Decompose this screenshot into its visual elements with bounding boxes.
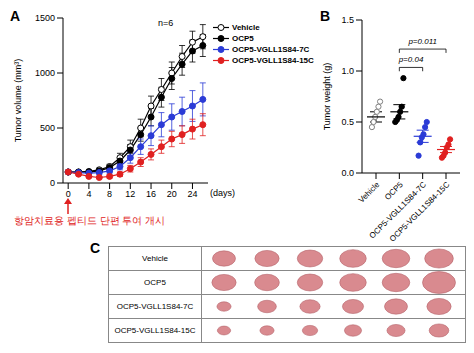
svg-text:0.0: 0.0 bbox=[341, 168, 354, 178]
html-text:Vehicle: Vehicle bbox=[142, 254, 168, 263]
svg-text:Vehicle: Vehicle bbox=[357, 180, 382, 205]
svg-text:500: 500 bbox=[40, 123, 55, 133]
html-text:항암치료용 펩티드 단편 투여 개시: 항암치료용 펩티드 단편 투여 개시 bbox=[14, 215, 166, 226]
svg-text:1500: 1500 bbox=[35, 13, 55, 23]
svg-text:24: 24 bbox=[187, 189, 197, 199]
html-text:OCP5-VGLL1S84-15C: OCP5-VGLL1S84-15C bbox=[114, 326, 196, 335]
html-text:n=6: n=6 bbox=[158, 18, 174, 28]
html-text:OCP5: OCP5 bbox=[144, 278, 166, 287]
svg-text:20: 20 bbox=[167, 189, 177, 199]
svg-text:1.0: 1.0 bbox=[341, 66, 354, 76]
html-text:A: A bbox=[10, 8, 21, 24]
svg-text:12: 12 bbox=[125, 189, 135, 199]
svg-text:Tumor volume (mm³): Tumor volume (mm³) bbox=[13, 59, 23, 143]
svg-text:8: 8 bbox=[107, 189, 112, 199]
svg-text:(days): (days) bbox=[210, 188, 235, 198]
html-text:OCP5-VGLL1S84-7C: OCP5-VGLL1S84-7C bbox=[116, 302, 194, 311]
svg-text:OCP5-VGLL1S84-7C: OCP5-VGLL1S84-7C bbox=[367, 180, 429, 241]
svg-text:4: 4 bbox=[86, 189, 91, 199]
html-text:OCP5-VGLL1S84-15C: OCP5-VGLL1S84-15C bbox=[232, 56, 314, 65]
svg-text:1000: 1000 bbox=[35, 68, 55, 78]
html-text:C: C bbox=[90, 240, 101, 256]
html-text:B: B bbox=[320, 8, 331, 24]
svg-text:16: 16 bbox=[146, 189, 156, 199]
html-text:Vehicle: Vehicle bbox=[232, 23, 260, 32]
html-text:OCP5-VGLL1S84-7C: OCP5-VGLL1S84-7C bbox=[232, 45, 310, 54]
svg-text:OCP5-VGLL1S84-15C: OCP5-VGLL1S84-15C bbox=[388, 180, 452, 243]
svg-text:0: 0 bbox=[50, 178, 55, 188]
svg-text:OCP5: OCP5 bbox=[383, 180, 405, 202]
html-text:OCP5: OCP5 bbox=[232, 34, 254, 43]
svg-text:Tumor weight (g): Tumor weight (g) bbox=[322, 63, 332, 131]
svg-text:1.5: 1.5 bbox=[341, 15, 354, 25]
svg-text:0.5: 0.5 bbox=[341, 117, 354, 127]
svg-text:0: 0 bbox=[66, 189, 71, 199]
svg-text:p=0.04: p=0.04 bbox=[398, 55, 424, 64]
svg-text:p=0.011: p=0.011 bbox=[407, 37, 437, 46]
